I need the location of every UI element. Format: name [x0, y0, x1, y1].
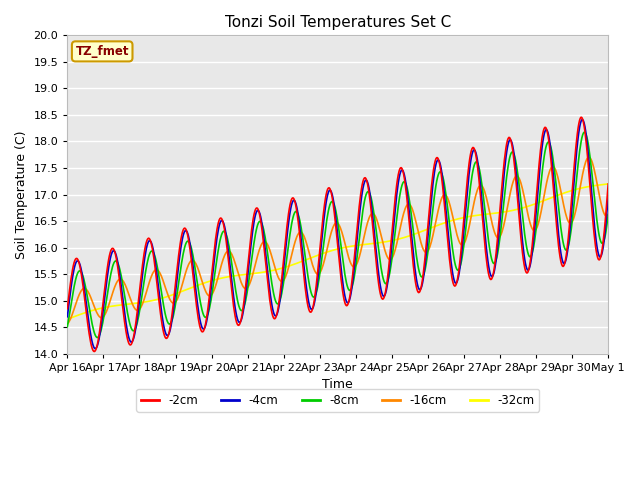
-16cm	[63, 321, 71, 327]
-2cm	[404, 207, 412, 213]
-8cm	[404, 190, 412, 195]
Title: Tonzi Soil Temperatures Set C: Tonzi Soil Temperatures Set C	[225, 15, 451, 30]
-2cm	[130, 334, 138, 340]
-8cm	[604, 212, 612, 217]
-8cm	[580, 129, 588, 135]
-32cm	[212, 276, 220, 282]
-16cm	[604, 212, 612, 217]
-4cm	[130, 336, 138, 342]
-8cm	[130, 328, 138, 334]
-32cm	[63, 316, 71, 322]
-4cm	[604, 194, 612, 200]
-2cm	[91, 348, 99, 354]
-16cm	[73, 297, 81, 303]
Text: TZ_fmet: TZ_fmet	[76, 45, 129, 58]
-16cm	[212, 281, 220, 287]
Line: -8cm: -8cm	[67, 132, 608, 337]
-8cm	[213, 255, 221, 261]
-32cm	[184, 286, 191, 292]
-4cm	[404, 198, 412, 204]
-4cm	[184, 233, 192, 239]
-8cm	[184, 239, 192, 244]
-32cm	[419, 228, 427, 234]
Legend: -2cm, -4cm, -8cm, -16cm, -32cm: -2cm, -4cm, -8cm, -16cm, -32cm	[136, 389, 540, 411]
X-axis label: Time: Time	[323, 378, 353, 391]
Line: -16cm: -16cm	[67, 157, 608, 324]
-16cm	[184, 264, 191, 269]
-32cm	[604, 181, 612, 187]
-32cm	[403, 234, 411, 240]
-2cm	[184, 236, 192, 242]
-4cm	[92, 346, 99, 351]
-8cm	[420, 271, 428, 277]
-2cm	[604, 181, 612, 187]
-16cm	[585, 154, 593, 160]
-8cm	[73, 272, 81, 277]
-8cm	[63, 324, 71, 330]
-2cm	[73, 256, 81, 262]
-4cm	[73, 258, 81, 264]
-2cm	[577, 114, 585, 120]
-2cm	[213, 227, 221, 232]
Line: -4cm: -4cm	[67, 120, 608, 348]
Line: -32cm: -32cm	[67, 184, 608, 319]
-16cm	[419, 246, 427, 252]
-32cm	[129, 301, 136, 307]
-2cm	[63, 306, 71, 312]
-2cm	[420, 265, 428, 271]
Line: -2cm: -2cm	[67, 117, 608, 351]
-4cm	[420, 272, 428, 277]
-16cm	[129, 302, 136, 308]
-4cm	[579, 117, 586, 122]
-32cm	[73, 312, 81, 318]
Y-axis label: Soil Temperature (C): Soil Temperature (C)	[15, 130, 28, 259]
-8cm	[93, 335, 101, 340]
-4cm	[213, 235, 221, 240]
-4cm	[63, 314, 71, 320]
-16cm	[403, 202, 411, 207]
